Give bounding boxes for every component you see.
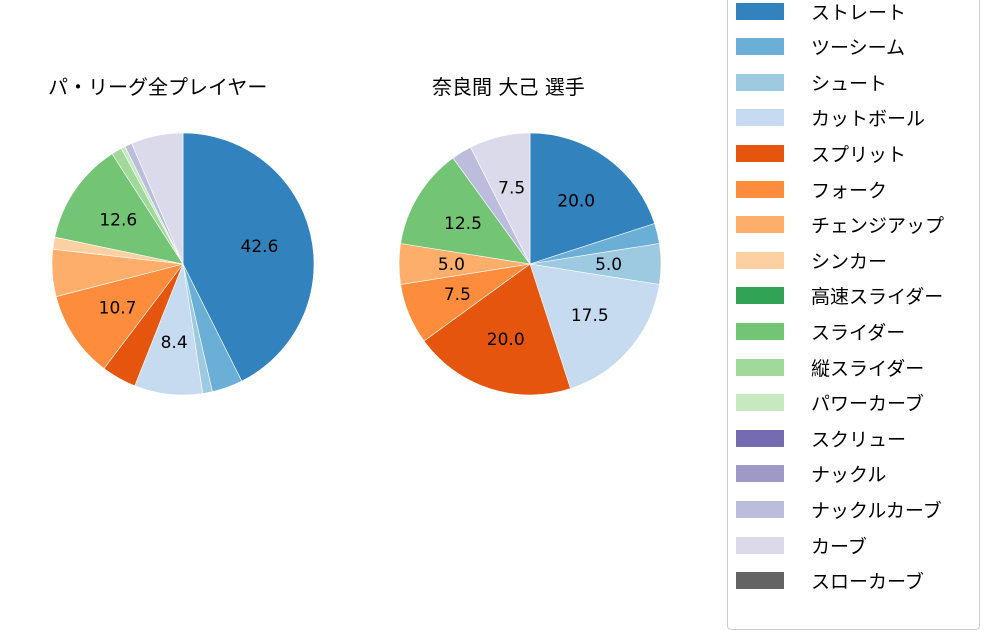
left-pie-title: パ・リーグ全プレイヤー <box>48 75 268 99</box>
legend-swatch <box>736 429 784 447</box>
legend-label: パワーカーブ <box>811 393 924 416</box>
legend-label: スクリュー <box>811 428 907 451</box>
right-pie-chart: 20.0 5.0 17.5 20.0 7.5 5.0 12.5 7.5 <box>398 132 662 396</box>
legend-swatch <box>736 109 784 127</box>
legend-swatch <box>736 287 784 305</box>
pie-slice <box>182 132 315 382</box>
slice-label: 42.6 <box>241 237 279 257</box>
legend-swatch <box>736 536 784 554</box>
slice-label: 5.0 <box>438 255 465 275</box>
legend-swatch <box>736 572 784 590</box>
legend-swatch <box>736 500 784 518</box>
pie-slice <box>400 157 531 265</box>
legend-swatch <box>736 251 784 269</box>
slice-label: 5.0 <box>595 255 622 275</box>
legend-swatch <box>736 180 784 198</box>
legend-swatch <box>736 38 784 56</box>
legend-label: ストレート <box>811 1 907 24</box>
pie-slice <box>470 132 531 265</box>
legend-item: スプリット <box>736 141 907 166</box>
legend-swatch <box>736 73 784 91</box>
legend-item: カットボール <box>736 106 925 130</box>
slice-label: 8.4 <box>161 333 188 353</box>
legend-swatch <box>736 2 784 20</box>
legend-label: カットボール <box>811 108 926 131</box>
legend-item: スローカーブ <box>736 569 924 593</box>
pie-slice <box>529 263 660 389</box>
legend-label: シュート <box>811 72 888 95</box>
pie-slice <box>131 132 184 265</box>
legend-swatch <box>736 394 784 412</box>
legend-label: スライダー <box>811 321 906 344</box>
legend-label: 高速スライダー <box>811 286 944 309</box>
legend-item: 高速スライダー <box>736 284 943 308</box>
legend-item: スクリュー <box>736 426 907 451</box>
pie-slice <box>529 132 655 265</box>
legend-label: フォーク <box>811 179 888 202</box>
legend-swatch <box>736 322 784 340</box>
legend-label: ナックルカーブ <box>811 499 942 522</box>
legend-swatch <box>736 465 784 483</box>
slice-label: 10.7 <box>99 299 137 319</box>
legend-item: チェンジアップ <box>736 213 944 237</box>
legend-item: ナックルカーブ <box>736 497 942 522</box>
pie-slice <box>55 263 184 369</box>
legend-item: フォーク <box>736 177 888 202</box>
legend-item: ツーシーム <box>736 35 905 59</box>
legend: ストレートツーシームシュートカットボール スプリットフォークチェンジアップ シンカー… <box>727 0 980 630</box>
legend-label: シンカー <box>811 250 888 273</box>
slice-label: 12.6 <box>99 210 137 230</box>
legend-label: ツーシーム <box>811 37 906 60</box>
legend-label: ナックル <box>811 464 887 487</box>
legend-swatch <box>736 144 784 162</box>
legend-label: スプリット <box>811 143 907 166</box>
pie-slice <box>423 263 571 396</box>
slice-label: 12.5 <box>444 214 482 234</box>
pie-charts: 42.6 8.4 10.7 12.6 20.0 5.0 17.5 20.0 7.5 5.0 12.… <box>51 132 662 396</box>
slice-label: 17.5 <box>571 306 609 326</box>
legend-item: パワーカーブ <box>736 391 924 415</box>
legend-item: カーブ <box>736 533 867 558</box>
pie-slice <box>54 153 184 265</box>
legend-label: スローカーブ <box>811 571 924 594</box>
legend-item: シュート <box>736 70 888 95</box>
slice-label: 20.0 <box>557 191 595 211</box>
slice-label: 7.5 <box>498 179 525 199</box>
legend-item: ナックル <box>736 462 886 486</box>
legend-label: カーブ <box>811 535 867 558</box>
legend-item: ストレート <box>736 0 907 24</box>
legend-label: チェンジアップ <box>811 215 945 238</box>
right-pie-title: 奈良間 大己 選手 <box>432 75 585 99</box>
slice-label: 7.5 <box>444 285 471 305</box>
legend-item: シンカー <box>736 248 888 273</box>
legend-item: 縦スライダー <box>736 355 925 380</box>
legend-swatch <box>736 216 784 234</box>
legend-swatch <box>736 358 784 376</box>
legend-item: スライダー <box>736 319 906 344</box>
slice-label: 20.0 <box>487 330 525 350</box>
left-pie-chart: 42.6 8.4 10.7 12.6 <box>51 132 315 396</box>
legend-label: 縦スライダー <box>811 357 925 380</box>
